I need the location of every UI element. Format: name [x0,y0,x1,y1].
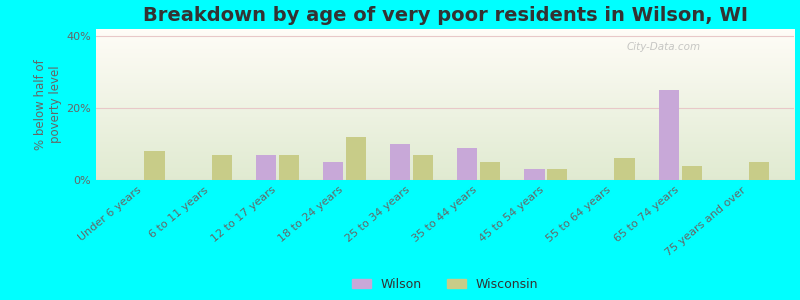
Bar [525,169,545,180]
Bar [658,90,679,180]
Bar [144,151,165,180]
Legend: Wilson, Wisconsin: Wilson, Wisconsin [349,274,542,295]
Bar [480,162,500,180]
Bar [458,148,478,180]
Bar [323,162,343,180]
Bar [547,169,567,180]
Text: City-Data.com: City-Data.com [627,42,701,52]
Bar [413,155,433,180]
Bar [278,155,299,180]
Bar [256,155,276,180]
Bar [211,155,232,180]
Bar [749,162,769,180]
Title: Breakdown by age of very poor residents in Wilson, WI: Breakdown by age of very poor residents … [142,6,748,25]
Bar [390,144,410,180]
Bar [682,166,702,180]
Bar [614,158,634,180]
Y-axis label: % below half of
poverty level: % below half of poverty level [34,59,62,150]
Bar [346,137,366,180]
